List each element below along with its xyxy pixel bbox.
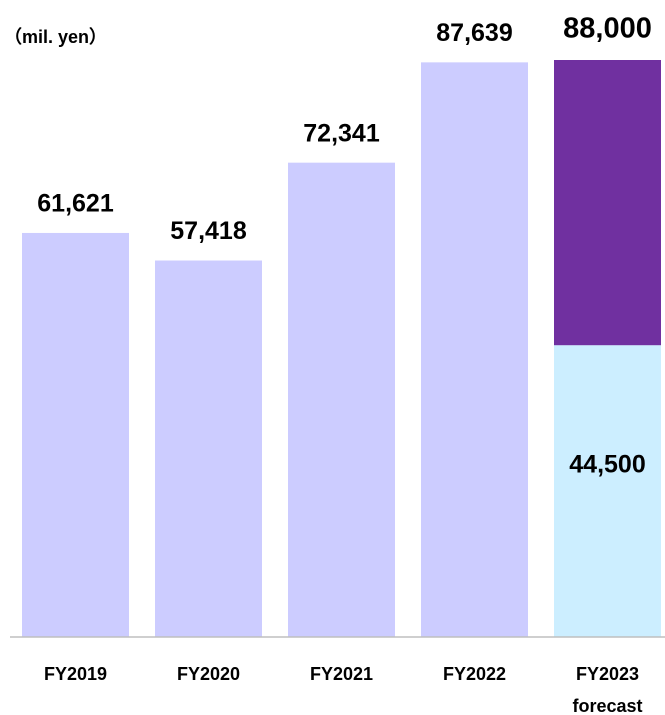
bar-segment bbox=[554, 60, 661, 346]
value-label: 72,341 bbox=[303, 119, 380, 147]
bar-segment bbox=[554, 345, 661, 637]
bar-segment bbox=[155, 260, 262, 637]
unit-label: （mil. yen） bbox=[4, 27, 107, 47]
bar-segment bbox=[421, 62, 528, 638]
value-label: 87,639 bbox=[436, 19, 512, 47]
value-label: 57,418 bbox=[170, 217, 247, 245]
value-label: 44,500 bbox=[569, 451, 645, 479]
bar-segment bbox=[288, 162, 395, 637]
x-tick-label: FY2019 bbox=[44, 664, 107, 684]
bar-segment bbox=[22, 232, 129, 637]
total-label: 88,000 bbox=[563, 13, 652, 45]
x-tick-label: FY2021 bbox=[310, 664, 373, 684]
x-tick-label: FY2022 bbox=[443, 664, 506, 684]
x-tick-label: FY2020 bbox=[177, 664, 240, 684]
x-tick-label: FY2023 forecast bbox=[572, 664, 642, 715]
value-label: 61,621 bbox=[37, 190, 114, 218]
